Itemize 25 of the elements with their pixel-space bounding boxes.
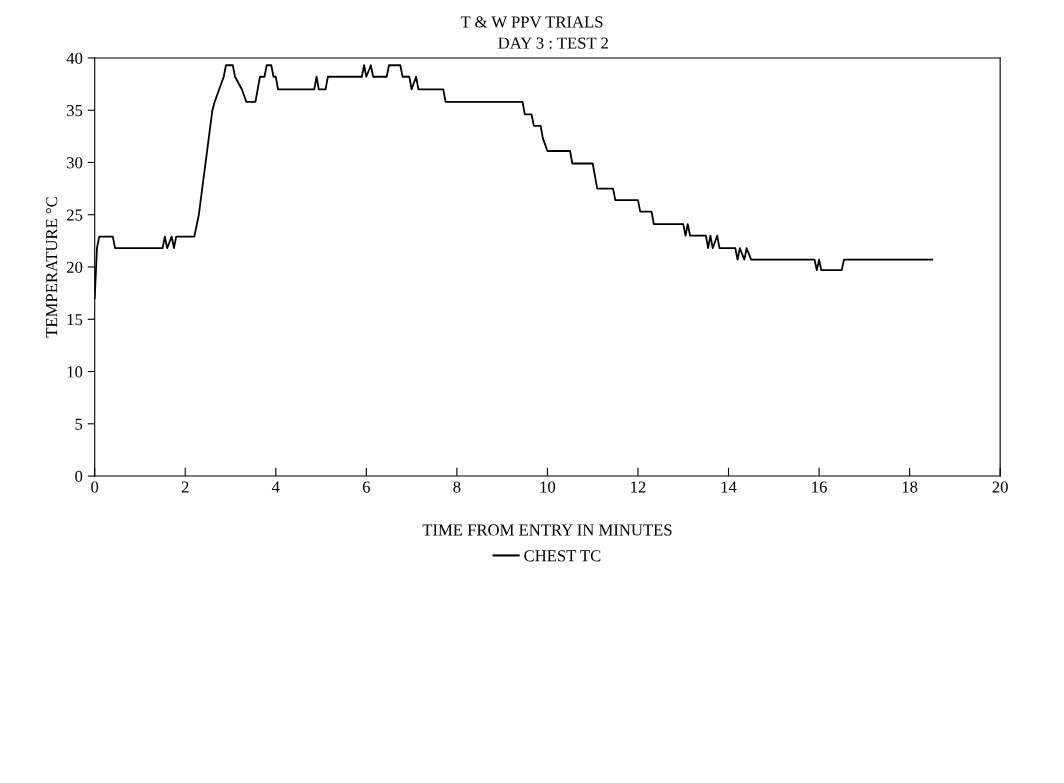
- x-tick-label: 0: [91, 481, 99, 493]
- y-tick-label: 25: [66, 209, 83, 221]
- x-tick-label: 10: [540, 481, 556, 493]
- x-tick-label: 8: [453, 481, 461, 493]
- x-tick-label: 14: [721, 481, 737, 493]
- y-tick-label: 35: [67, 104, 83, 117]
- chart-subtitle: DAY 3 : TEST 2: [498, 37, 608, 49]
- x-tick-label: 2: [181, 481, 189, 493]
- y-tick-label: 10: [67, 366, 83, 378]
- x-tick-label: 12: [631, 481, 646, 493]
- y-tick-label: 0: [75, 470, 83, 483]
- y-tick-label: 20: [66, 261, 83, 273]
- x-axis-title: TIME FROM ENTRY IN MINUTES: [422, 524, 672, 536]
- y-tick-label: 30: [67, 157, 83, 169]
- x-tick-label: 18: [902, 481, 918, 493]
- x-tick-label: 6: [362, 481, 370, 493]
- y-tick-label: 5: [75, 418, 83, 430]
- y-tick-label: 15: [67, 314, 83, 326]
- legend-label: CHEST TC: [524, 550, 601, 562]
- y-tick-label: 40: [66, 52, 83, 64]
- x-tick-label: 20: [992, 481, 1008, 493]
- y-axis-title: TEMPERATURE °C: [46, 197, 58, 338]
- x-tick-label: 4: [271, 481, 280, 493]
- chart-title: T & W PPV TRIALS: [460, 16, 603, 28]
- x-tick-label: 16: [812, 481, 827, 493]
